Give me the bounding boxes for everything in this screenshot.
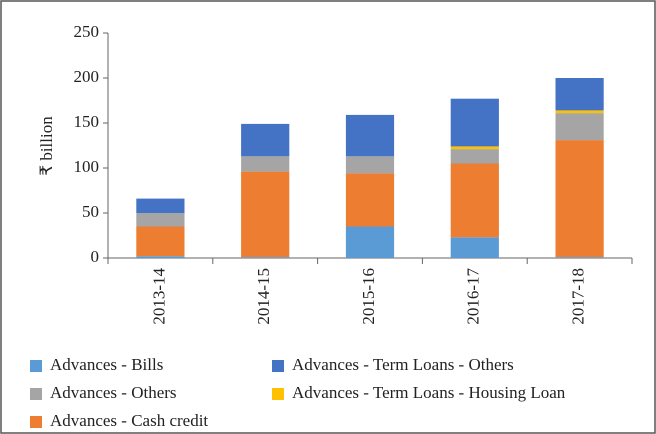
y-axis-label: ₹ billion (37, 116, 56, 176)
bar-segment (345, 114, 395, 157)
bar-segment (555, 110, 604, 114)
bar-segment (555, 257, 604, 258)
legend-swatch (272, 360, 284, 372)
x-tick-label: 2014-15 (254, 268, 273, 325)
bar-segment (450, 146, 499, 150)
bar-segment (555, 113, 604, 141)
bar-segment (555, 140, 604, 258)
bar-segment (345, 226, 395, 258)
bar-segment (136, 226, 185, 257)
legend-label: Advances - Others (50, 383, 177, 402)
x-tick-label: 2013-14 (149, 268, 168, 325)
y-tick-label: 50 (82, 202, 99, 221)
legend-label: Advances - Term Loans - Housing Loan (292, 383, 566, 402)
bar-segment (450, 163, 499, 238)
y-tick-label: 200 (74, 67, 100, 86)
legend-label: Advances - Term Loans - Others (292, 355, 514, 374)
x-tick-label: 2017-18 (569, 268, 588, 325)
bar-segment (136, 213, 185, 227)
y-tick-label: 100 (74, 157, 100, 176)
bar-segment (450, 98, 499, 147)
bar-segment (241, 156, 290, 172)
legend-label: Advances - Bills (50, 355, 163, 374)
bar-segment (450, 237, 499, 258)
bar-segment (241, 123, 290, 157)
bar-segment (136, 198, 185, 213)
x-tick-label: 2016-17 (464, 268, 483, 325)
bar-segment (450, 149, 499, 164)
y-tick-label: 0 (91, 247, 100, 266)
bar-segment (241, 171, 290, 258)
legend-swatch (30, 416, 42, 428)
legend-swatch (272, 388, 284, 400)
x-tick-label: 2015-16 (359, 268, 378, 325)
bar-segment (241, 257, 290, 258)
y-tick-label: 250 (74, 22, 100, 41)
legend-swatch (30, 360, 42, 372)
bar-segment (345, 156, 395, 174)
bar-segment (345, 173, 395, 227)
legend-swatch (30, 388, 42, 400)
y-tick-label: 150 (74, 112, 100, 131)
bar-segment (555, 78, 604, 111)
bar-segment (136, 256, 185, 258)
legend-label: Advances - Cash credit (50, 411, 208, 430)
